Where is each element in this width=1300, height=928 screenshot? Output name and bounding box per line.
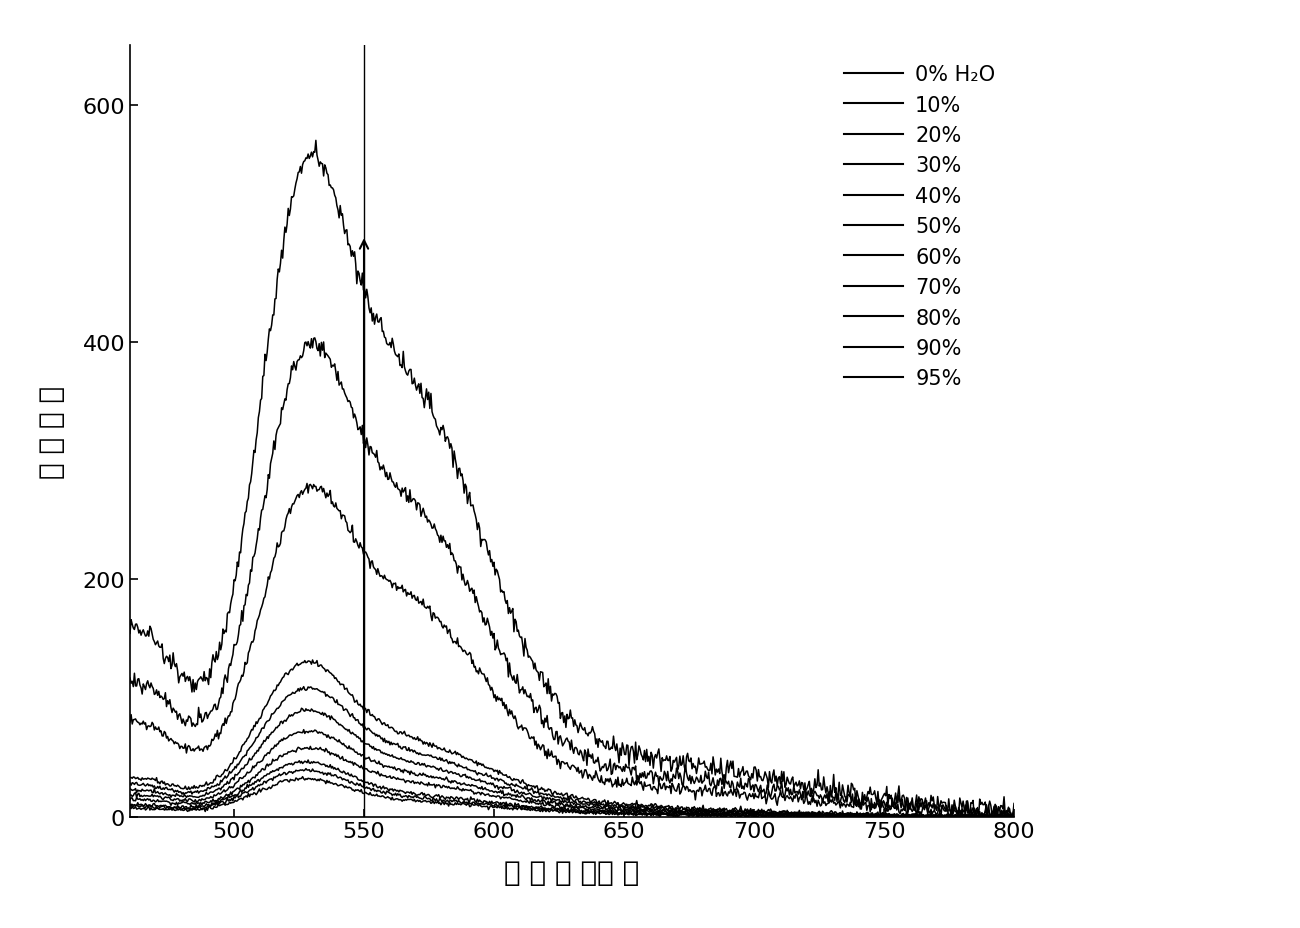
Legend: 0% H₂O, 10%, 20%, 30%, 40%, 50%, 60%, 70%, 80%, 90%, 95%: 0% H₂O, 10%, 20%, 30%, 40%, 50%, 60%, 70… — [836, 57, 1004, 397]
X-axis label: 波 长 （ 纳米 ）: 波 长 （ 纳米 ） — [504, 858, 640, 886]
Y-axis label: 荧 光 强 度: 荧 光 强 度 — [38, 385, 66, 478]
